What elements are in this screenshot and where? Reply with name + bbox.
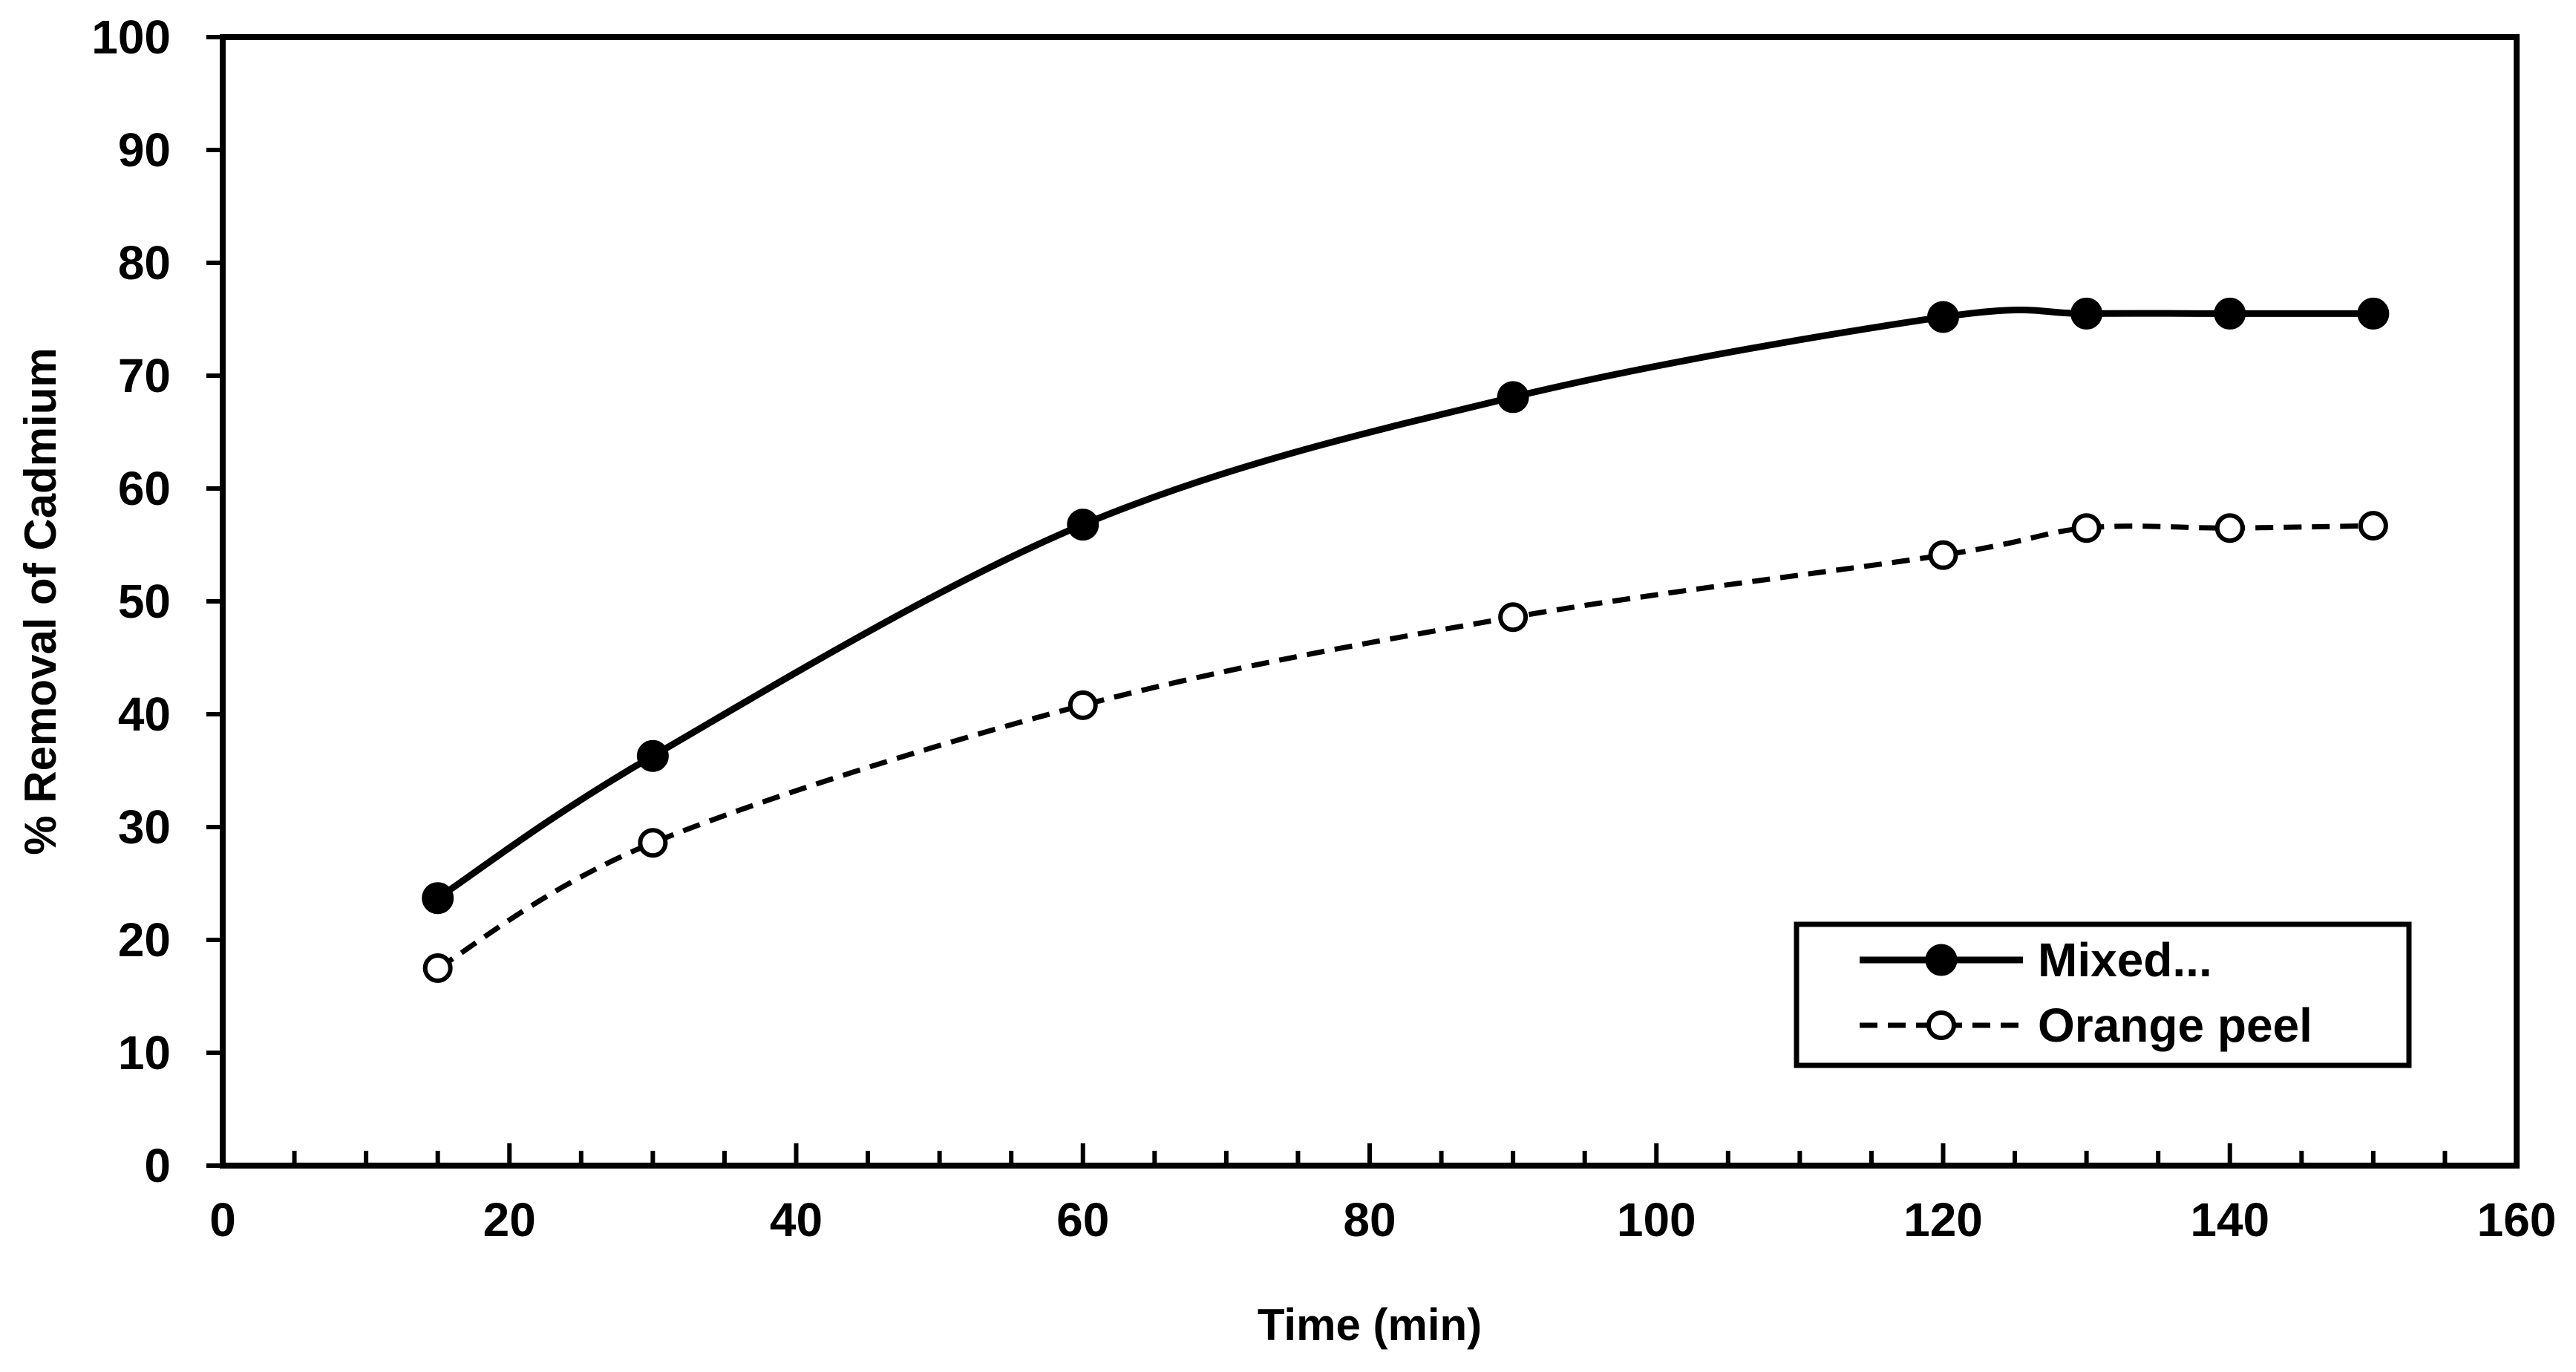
y-tick-label: 60: [118, 462, 171, 515]
y-tick-label: 80: [118, 236, 171, 290]
y-axis: 0 10 20 30 40 50 60 70 80 90 100: [91, 10, 223, 1192]
data-point-mixed: [2357, 297, 2390, 330]
x-tick-label: 20: [483, 1193, 536, 1247]
x-axis: 0 20 40 60 80 100 120 140 160: [209, 1143, 2556, 1247]
y-tick-label: 20: [118, 913, 171, 967]
y-tick-label: 90: [118, 123, 171, 177]
data-point-mixed: [2214, 297, 2246, 330]
legend-marker-mixed: [1925, 944, 1958, 976]
x-tick-label: 160: [2477, 1193, 2557, 1247]
x-tick-label: 40: [770, 1193, 823, 1247]
data-point-mixed: [1497, 381, 1529, 414]
data-point-orange-peel: [1498, 602, 1529, 633]
data-point-orange-peel: [2214, 513, 2245, 543]
legend-marker-orange-peel: [1926, 1010, 1956, 1040]
data-point-orange-peel: [638, 828, 668, 858]
data-point-mixed: [636, 739, 669, 772]
y-tick-label: 40: [118, 687, 171, 741]
data-point-orange-peel: [422, 953, 453, 983]
y-tick-label: 30: [118, 800, 171, 854]
legend-label-mixed: Mixed...: [2038, 933, 2212, 987]
legend-label-orange-peel: Orange peel: [2038, 999, 2312, 1052]
series-layer: [422, 297, 2390, 983]
data-point-orange-peel: [2358, 511, 2388, 541]
x-axis-title: Time (min): [1258, 1300, 1482, 1350]
data-point-mixed: [1067, 509, 1099, 541]
legend-box: [1794, 921, 2412, 1068]
x-tick-label: 80: [1343, 1193, 1396, 1247]
y-tick-label: 0: [144, 1139, 171, 1192]
x-tick-label: 140: [2190, 1193, 2269, 1247]
y-tick-label: 10: [118, 1026, 171, 1079]
x-tick-label: 100: [1617, 1193, 1696, 1247]
data-point-orange-peel: [1068, 690, 1098, 720]
y-tick-label: 70: [118, 349, 171, 402]
x-tick-label: 120: [1903, 1193, 1983, 1247]
data-point-orange-peel: [1928, 540, 1958, 570]
data-point-mixed: [422, 882, 454, 915]
data-point-mixed: [1927, 301, 1959, 333]
x-tick-label: 0: [209, 1193, 236, 1247]
y-tick-label: 100: [91, 10, 171, 64]
y-axis-title: % Removal of Cadmium: [16, 347, 65, 855]
data-point-mixed: [2070, 297, 2103, 330]
data-point-orange-peel: [2071, 513, 2102, 543]
y-tick-label: 50: [118, 575, 171, 628]
legend: Mixed... Orange peel: [1794, 921, 2412, 1068]
x-tick-label: 60: [1056, 1193, 1109, 1247]
